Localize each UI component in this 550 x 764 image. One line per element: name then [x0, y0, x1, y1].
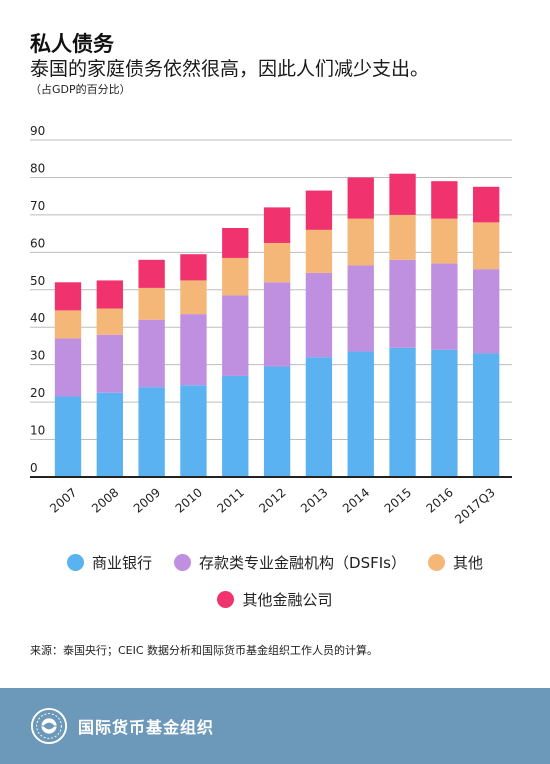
bar-segment — [96, 392, 123, 477]
unit-label: （占GDP的百分比） — [30, 83, 131, 96]
bar-segment — [389, 173, 416, 215]
bar-segment — [263, 366, 291, 477]
bar-segment — [473, 353, 500, 477]
x-tick-label: 2009 — [131, 485, 163, 515]
legend-item-other-financial: 其他金融公司 — [217, 589, 333, 610]
x-tick-label: 2016 — [424, 485, 456, 515]
bar-segment — [473, 186, 500, 223]
x-tick-label: 2010 — [173, 485, 205, 515]
y-tick-label: 90 — [30, 124, 45, 138]
stacked-bar-chart: 0 10 20 30 40 50 60 70 80 90 2007 2008 2009 2010 2011 2… — [30, 124, 512, 527]
legend-row-2: 其他金融公司 — [0, 589, 550, 610]
legend-label-commercial-banks: 商业银行 — [92, 554, 153, 572]
bar-segment — [305, 190, 333, 230]
legend-item-commercial-banks: 商业银行 — [67, 552, 152, 573]
bar-segment — [138, 287, 165, 320]
bar-segment — [54, 310, 82, 339]
footer-bar: 国际货币基金组织 — [0, 688, 550, 764]
bar-segment — [347, 351, 374, 477]
imf-seal-icon — [30, 707, 68, 745]
y-tick-label: 40 — [30, 311, 45, 325]
bar-segment — [54, 338, 82, 397]
bar-segment — [431, 349, 458, 477]
bar-segment — [305, 229, 333, 273]
y-tick-label: 10 — [30, 424, 45, 438]
bar-segment — [180, 280, 207, 315]
y-tick-label: 0 — [30, 461, 38, 475]
bar-segment — [96, 280, 123, 309]
bar-segment — [305, 357, 333, 477]
bar-segment — [96, 334, 123, 393]
y-tick-label: 20 — [30, 386, 45, 400]
bar-segment — [347, 177, 374, 219]
x-tick-label: 2012 — [256, 485, 288, 515]
legend-item-other: 其他 — [427, 552, 483, 573]
y-tick-label: 70 — [30, 199, 45, 213]
bar-segment — [222, 375, 249, 477]
org-name: 国际货币基金组织 — [78, 718, 215, 737]
x-tick-label: 2007 — [47, 485, 79, 515]
bar-segment — [138, 259, 165, 288]
legend-label-dsfis: 存款类专业金融机构（DSFIs） — [199, 554, 406, 572]
bar-segment — [180, 314, 207, 386]
bar-segment — [54, 396, 82, 477]
bar-segment — [473, 222, 500, 270]
bar-segment — [431, 263, 458, 350]
bar-segment — [263, 282, 291, 367]
bar-segment — [222, 257, 249, 296]
bar-segment — [54, 282, 82, 311]
x-tick-label: 2013 — [298, 485, 330, 515]
bar-segment — [473, 269, 500, 354]
bar-segment — [222, 295, 249, 376]
bar-segment — [263, 207, 291, 243]
y-tick-label: 80 — [30, 161, 45, 175]
bar-segment — [389, 259, 416, 348]
x-tick-label: 2015 — [382, 485, 414, 515]
bar-segment — [389, 214, 416, 260]
chart-subtitle: 泰国的家庭债务依然很高，因此人们减少支出。 — [30, 58, 430, 80]
bar-segment — [347, 265, 374, 352]
x-tick-label: 2014 — [340, 485, 372, 515]
bar-segment — [96, 308, 123, 335]
bar-segment — [180, 254, 207, 281]
bar-segment — [305, 272, 333, 358]
bar-segment — [222, 227, 249, 258]
legend-swatch-dsfis — [174, 554, 192, 571]
y-tick-label: 30 — [30, 349, 45, 363]
bar-segment — [180, 385, 207, 477]
bar-segment — [138, 387, 165, 477]
legend-row-1: 商业银行 存款类专业金融机构（DSFIs） 其他 — [0, 552, 550, 573]
bar-segment — [389, 347, 416, 477]
legend-swatch-other — [427, 554, 445, 571]
x-tick-label: 2008 — [89, 485, 121, 515]
bar-segment — [431, 218, 458, 264]
bar-segment — [431, 181, 458, 219]
legend-label-other-financial: 其他金融公司 — [242, 591, 333, 609]
x-tick-label: 2011 — [214, 485, 246, 515]
source-note: 来源：泰国央行；CEIC 数据分析和国际货币基金组织工作人员的计算。 — [30, 644, 379, 657]
legend-label-other: 其他 — [452, 554, 483, 572]
bar-segment — [347, 218, 374, 266]
y-tick-label: 50 — [30, 274, 45, 288]
bar-segment — [138, 319, 165, 388]
y-tick-label: 60 — [30, 236, 45, 250]
legend-swatch-commercial-banks — [67, 554, 84, 571]
x-tick-label: 2017Q3 — [452, 485, 497, 526]
chart-title: 私人债务 — [30, 32, 114, 56]
bar-segment — [263, 242, 291, 283]
legend-item-dsfis: 存款类专业金融机构（DSFIs） — [174, 552, 406, 573]
legend-swatch-other-financial — [217, 591, 235, 608]
